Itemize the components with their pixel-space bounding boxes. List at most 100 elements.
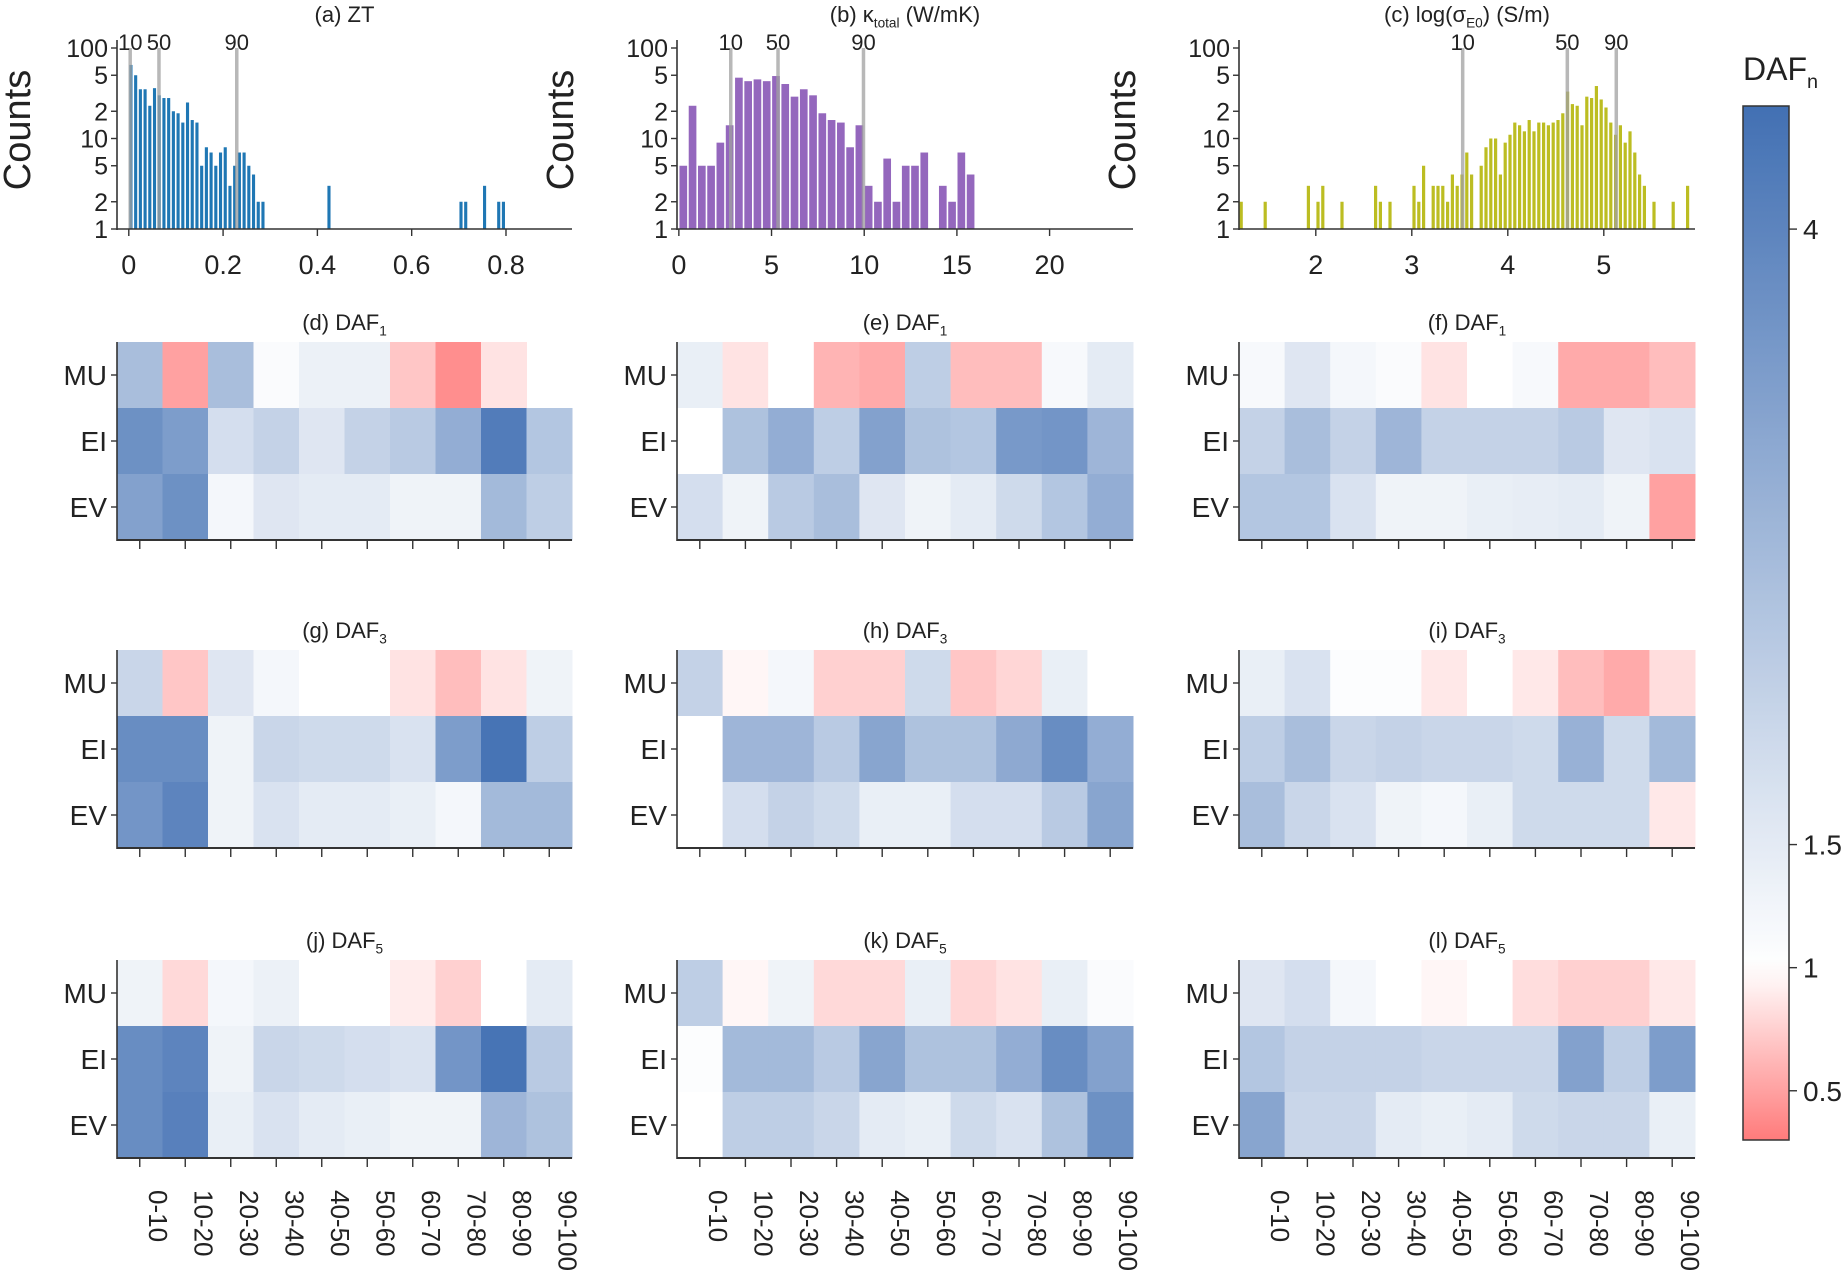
y-tick-label: 10 <box>1202 126 1230 154</box>
heatmap-cell <box>950 408 997 475</box>
heatmap-cell <box>1421 782 1468 849</box>
heatmap-cell <box>859 782 906 849</box>
y-tick-label: 10 <box>80 126 108 154</box>
heatmap-cell <box>1330 960 1377 1027</box>
heatmap-cell <box>253 474 300 541</box>
heatmap-cell <box>859 342 906 409</box>
x-tick-label: 40-50 <box>1447 1190 1477 1257</box>
heatmap-cell <box>859 474 906 541</box>
heatmap-cell <box>722 650 769 717</box>
heatmap-cell <box>722 1026 769 1093</box>
histogram-bar <box>1522 131 1526 229</box>
heatmap-cell <box>1512 408 1559 475</box>
histogram-bar <box>948 201 956 229</box>
x-tick-label: 70-80 <box>1584 1190 1614 1257</box>
heatmap-cell <box>859 650 906 717</box>
heatmap-cell <box>1467 782 1514 849</box>
heatmap-cell <box>1603 960 1650 1027</box>
x-tick-label: 20 <box>1035 250 1065 280</box>
heatmap-cell <box>1284 716 1331 783</box>
heatmap-cell <box>481 1092 527 1159</box>
heatmap-cell <box>1649 782 1696 849</box>
x-tick-label: 0.4 <box>299 250 337 280</box>
heatmap-cell <box>1330 650 1377 717</box>
y-tick-label: 5 <box>94 153 108 181</box>
percentile-label: 10 <box>118 30 142 55</box>
y-tick-label: 2 <box>654 189 668 217</box>
heatmap-cell <box>1375 1026 1422 1093</box>
heatmap-cell <box>1087 782 1134 849</box>
row-label: EI <box>81 1044 107 1075</box>
x-tick-label: 20-30 <box>794 1190 824 1257</box>
histogram-bar <box>1436 185 1440 229</box>
histogram-bar <box>233 165 237 229</box>
histogram-bar <box>1623 142 1627 229</box>
heatmap-cell <box>1087 1092 1134 1159</box>
heatmap-cell <box>162 960 209 1027</box>
row-label: EI <box>1203 734 1229 765</box>
x-tick-label: 60-70 <box>976 1190 1006 1257</box>
heatmap-cell <box>390 1026 436 1093</box>
heatmap-cell <box>1467 650 1514 717</box>
heatmap-cell <box>299 408 345 475</box>
heatmap-cell <box>1375 474 1422 541</box>
heatmap-cell <box>299 650 345 717</box>
title-part: ) (S/m) <box>1483 2 1550 27</box>
histogram-bar <box>901 165 910 229</box>
heatmap-cell <box>768 960 815 1027</box>
heatmap-cell <box>481 474 527 541</box>
histogram-bar <box>143 89 147 229</box>
y-tick-label: 2 <box>1216 189 1230 217</box>
heatmap-cell <box>117 960 163 1027</box>
heatmap-cell <box>344 782 391 849</box>
row-label: MU <box>623 978 667 1009</box>
heatmap-panel-i: (i) DAF3 MU EI EV <box>1185 618 1696 857</box>
histogram-bar <box>837 122 845 229</box>
histogram-bar <box>938 185 947 229</box>
title-subscript: 1 <box>379 324 387 339</box>
heatmap-cell <box>1284 408 1331 475</box>
heatmap-cell <box>1239 960 1286 1027</box>
heatmap-cell <box>1421 1092 1468 1159</box>
heatmap-cell <box>1041 782 1088 849</box>
histogram-bar <box>874 201 882 229</box>
histogram-bar <box>1470 174 1474 229</box>
histogram-bar <box>181 122 185 229</box>
heatmap-cell <box>435 716 482 783</box>
heatmap-cell <box>1603 1092 1650 1159</box>
y-tick-label: 5 <box>654 153 668 181</box>
heatmap-cell <box>996 960 1043 1027</box>
histogram-bar <box>1239 201 1243 229</box>
histogram-bar <box>327 185 331 229</box>
heatmap-cell <box>1467 716 1514 783</box>
histogram-bar <box>1537 122 1541 229</box>
heatmap-cell <box>1239 716 1286 783</box>
heatmap-cell <box>435 408 482 475</box>
x-tick-label: 80-90 <box>507 1190 537 1257</box>
heatmap-cell <box>722 716 769 783</box>
histogram-bar <box>185 102 190 229</box>
heatmap-cell <box>905 474 952 541</box>
heatmap-cell <box>1375 408 1422 475</box>
heatmap-cell <box>677 716 724 783</box>
row-label: MU <box>623 360 667 391</box>
title-part: (k) DAF <box>863 928 939 953</box>
heatmap-cell <box>722 342 769 409</box>
histogram-bar <box>809 95 817 229</box>
heatmap-cell <box>1558 716 1605 783</box>
histogram-bar <box>152 88 157 229</box>
heatmap-cell <box>1330 1026 1377 1093</box>
row-label: MU <box>1185 360 1229 391</box>
heatmap-cell <box>722 960 769 1027</box>
x-tick-label: 0.2 <box>204 250 242 280</box>
histogram-bar <box>1604 107 1608 229</box>
y-tick-label: 2 <box>94 98 108 126</box>
histogram-bar <box>261 201 265 229</box>
heatmap-cell <box>1603 1026 1650 1093</box>
title-subscript: 3 <box>379 632 387 647</box>
panel-title: (j) DAF5 <box>306 928 383 957</box>
histogram-bar <box>1503 142 1507 229</box>
heatmap-cell <box>117 474 163 541</box>
heatmap-cell <box>1603 650 1650 717</box>
